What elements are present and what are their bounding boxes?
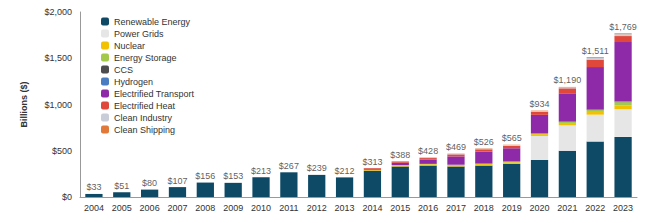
- svg-text:$51: $51: [114, 181, 129, 191]
- svg-text:$428: $428: [418, 146, 438, 156]
- svg-text:2010: 2010: [251, 203, 271, 213]
- svg-text:$239: $239: [307, 163, 327, 173]
- svg-text:Electrified Transport: Electrified Transport: [114, 89, 195, 99]
- svg-text:Power Grids: Power Grids: [114, 29, 164, 39]
- svg-text:2017: 2017: [446, 203, 466, 213]
- svg-text:2018: 2018: [474, 203, 494, 213]
- svg-text:2004: 2004: [84, 203, 104, 213]
- svg-text:$934: $934: [530, 99, 550, 109]
- svg-text:Clean Shipping: Clean Shipping: [114, 125, 175, 135]
- svg-text:2016: 2016: [418, 203, 438, 213]
- svg-text:2022: 2022: [585, 203, 605, 213]
- svg-text:2020: 2020: [530, 203, 550, 213]
- svg-text:$1,500: $1,500: [44, 53, 72, 63]
- svg-text:Electrified Heat: Electrified Heat: [114, 101, 176, 111]
- svg-text:Clean Industry: Clean Industry: [114, 113, 173, 123]
- svg-text:$156: $156: [195, 171, 215, 181]
- svg-text:2005: 2005: [112, 203, 132, 213]
- svg-text:CCS: CCS: [114, 65, 133, 75]
- svg-text:$0: $0: [62, 192, 72, 202]
- svg-text:$80: $80: [142, 178, 157, 188]
- svg-text:$565: $565: [502, 133, 522, 143]
- svg-text:2007: 2007: [167, 203, 187, 213]
- svg-text:$267: $267: [279, 161, 299, 171]
- svg-text:Billions ($): Billions ($): [19, 81, 29, 127]
- svg-text:$388: $388: [390, 150, 410, 160]
- svg-text:2012: 2012: [307, 203, 327, 213]
- svg-text:$33: $33: [86, 182, 101, 192]
- svg-text:$1,511: $1,511: [582, 46, 609, 56]
- svg-text:2006: 2006: [140, 203, 160, 213]
- svg-text:Hydrogen: Hydrogen: [114, 77, 153, 87]
- svg-text:2019: 2019: [502, 203, 522, 213]
- svg-text:$213: $213: [251, 166, 271, 176]
- svg-text:2011: 2011: [279, 203, 298, 213]
- svg-text:2021: 2021: [557, 203, 577, 213]
- svg-text:2015: 2015: [390, 203, 410, 213]
- svg-text:$2,000: $2,000: [44, 7, 72, 17]
- svg-text:$1,769: $1,769: [609, 22, 637, 32]
- svg-text:$313: $313: [362, 157, 382, 167]
- svg-text:2013: 2013: [335, 203, 355, 213]
- svg-text:$153: $153: [223, 171, 243, 181]
- svg-text:Renewable Energy: Renewable Energy: [114, 17, 191, 27]
- svg-text:2008: 2008: [195, 203, 215, 213]
- svg-text:Nuclear: Nuclear: [114, 41, 145, 51]
- svg-text:$107: $107: [167, 176, 187, 186]
- svg-text:2014: 2014: [362, 203, 382, 213]
- svg-text:$1,000: $1,000: [44, 100, 72, 110]
- svg-text:2023: 2023: [613, 203, 633, 213]
- svg-text:$212: $212: [335, 166, 355, 176]
- svg-text:2009: 2009: [223, 203, 243, 213]
- svg-text:$526: $526: [474, 137, 494, 147]
- svg-text:$500: $500: [52, 146, 72, 156]
- svg-text:$469: $469: [446, 142, 466, 152]
- svg-text:Energy Storage: Energy Storage: [114, 53, 177, 63]
- svg-text:$1,190: $1,190: [554, 75, 582, 85]
